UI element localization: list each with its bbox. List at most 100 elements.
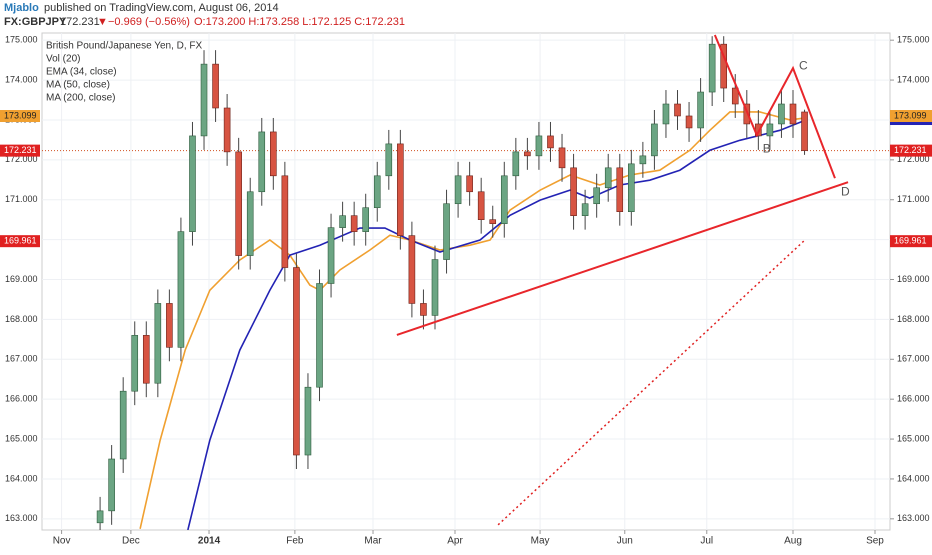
y-tick-label: 166.000 — [897, 394, 930, 404]
candle-body — [397, 143, 404, 236]
symbol: FX:GBPJPY — [4, 16, 67, 28]
x-tick-label: Sep — [866, 536, 884, 547]
candle-body — [778, 103, 785, 125]
author[interactable]: Mjablo — [4, 2, 39, 14]
candle-body — [246, 191, 254, 256]
candle-body — [154, 303, 162, 384]
y-tick-label: 175.000 — [897, 35, 930, 45]
candle-body — [697, 91, 704, 129]
candle-body — [316, 283, 323, 388]
candle-body — [662, 103, 670, 125]
candle-body — [477, 191, 485, 220]
x-tick-label: Jul — [700, 536, 713, 547]
candle-body — [547, 135, 554, 149]
candle-body — [616, 167, 624, 213]
y-tick-label-left: 166.000 — [5, 394, 38, 404]
candle-body — [420, 303, 427, 316]
y-tick-label: 171.000 — [897, 194, 930, 204]
y-tick-label-left: 167.000 — [5, 354, 38, 364]
y-tick-label-left: 174.000 — [5, 74, 38, 84]
price-tag — [0, 144, 40, 157]
candle-body — [500, 175, 508, 224]
candle-body — [512, 151, 520, 177]
x-tick-label: Nov — [53, 536, 71, 547]
price-tag-label: 173.099 — [894, 110, 927, 120]
candle-body — [593, 187, 600, 205]
published: published on TradingView.com, August 06,… — [44, 2, 279, 14]
candle-body — [651, 123, 658, 157]
y-tick-label: 164.000 — [897, 473, 930, 483]
y-tick-label-left: 172.000 — [5, 154, 38, 164]
candle-body — [708, 43, 716, 93]
pattern-label: D — [841, 184, 850, 198]
legend-entry: MA (200, close) — [46, 93, 115, 104]
candle-body — [443, 203, 450, 260]
candle-body — [558, 147, 566, 169]
candle-body — [674, 103, 681, 117]
y-tick-label-left: 163.000 — [5, 513, 38, 523]
candle-body — [685, 115, 693, 129]
price-tag-label: 169.961 — [4, 236, 37, 246]
legend-volume: Vol (20) — [46, 54, 80, 65]
y-tick-label: 163.000 — [897, 513, 930, 523]
candle-body — [535, 135, 543, 157]
candle-body — [212, 63, 219, 109]
candle-body — [604, 167, 612, 189]
legend-entry: MA (50, close) — [46, 80, 110, 91]
candle-body — [489, 219, 497, 224]
candle-body — [639, 155, 647, 165]
candle-body — [743, 103, 751, 125]
candle-body — [362, 207, 370, 232]
y-tick-label-left: 168.000 — [5, 314, 38, 324]
candle-body — [766, 123, 774, 137]
legend-title: British Pound/Japanese Yen, D, FX — [46, 41, 203, 52]
pattern-label: B — [763, 141, 771, 155]
change: −0.969 (−0.56%) — [108, 16, 190, 28]
drawing-line — [396, 181, 849, 336]
price-tag-bar — [890, 122, 932, 126]
candle-body — [628, 163, 635, 213]
candle-body — [789, 103, 797, 125]
candle-body — [189, 135, 196, 232]
price-tag-label: 173.099 — [4, 110, 37, 120]
candle-body — [431, 259, 439, 316]
axes: 163.000 163.000 164.000 164.000 165.000 165.0… — [0, 35, 932, 547]
candle-body — [350, 215, 358, 232]
indicator-line — [187, 119, 806, 530]
price-tag — [890, 235, 932, 248]
x-tick-label: Feb — [286, 536, 304, 547]
price-tag — [0, 110, 40, 123]
price-tag — [890, 144, 932, 157]
x-tick-label: Dec — [122, 536, 140, 547]
plot-frame — [41, 32, 891, 531]
y-tick-label: 174.000 — [897, 74, 930, 84]
price-tag-label: 169.961 — [894, 236, 927, 246]
y-tick-label-left: 175.000 — [5, 35, 38, 45]
candle-body — [119, 390, 127, 460]
drawing-line — [713, 34, 836, 179]
candle-body — [801, 111, 808, 151]
indicator-line — [497, 239, 806, 526]
arrow: ▼ — [97, 16, 108, 28]
candle-body — [281, 175, 289, 268]
candle-body — [581, 203, 589, 216]
y-tick-label: 169.000 — [897, 274, 930, 284]
candle-body — [108, 458, 115, 512]
candle-body — [720, 43, 728, 89]
price-tag — [0, 235, 40, 248]
y-tick-label-left: 165.000 — [5, 433, 38, 443]
candle-body — [373, 175, 381, 209]
candle-body — [293, 267, 300, 456]
candle-body — [235, 151, 242, 256]
y-tick-label: 168.000 — [897, 314, 930, 324]
candle-body — [270, 131, 277, 177]
candle-body — [408, 235, 416, 304]
y-tick-label: 172.000 — [897, 154, 930, 164]
price-tag — [890, 110, 932, 123]
x-tick-label: May — [531, 536, 550, 547]
candle-body — [177, 231, 185, 348]
price-tag-label: 172.231 — [4, 145, 37, 155]
candle-body — [131, 335, 139, 392]
